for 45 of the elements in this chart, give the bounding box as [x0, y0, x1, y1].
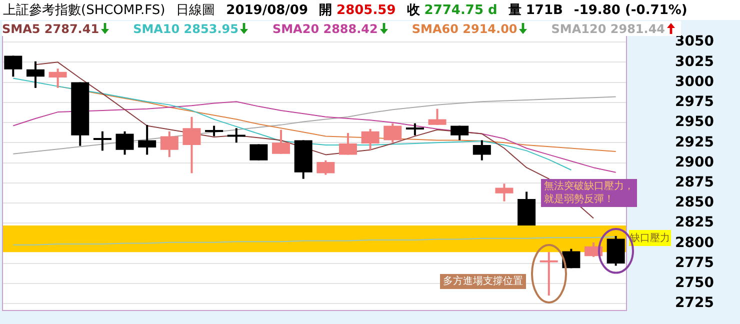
y-tick-label: 2950	[675, 114, 714, 130]
annotation: 無法突破缺口壓力，就是弱勢反彈！	[540, 178, 637, 207]
candlestick	[48, 68, 67, 89]
candlestick	[384, 122, 402, 144]
y-tick-label: 2975	[675, 94, 714, 110]
chart-subtitle: 日線圖 2019/08/09 開 2805.59 收 2774.75 d 量 171B -19.80 (-0.71%)	[176, 2, 688, 19]
candlestick	[26, 60, 44, 89]
y-tick-label: 2925	[675, 134, 714, 150]
candlestick	[472, 139, 491, 162]
annotation: 多方進場支撐位置	[440, 274, 526, 289]
y-tick-label: 2850	[675, 194, 714, 211]
candlestick	[250, 143, 268, 162]
candlestick	[316, 159, 335, 176]
y-tick-label: 3000	[675, 74, 714, 90]
candlestick	[160, 130, 178, 158]
text: SMA10 2853.95	[133, 22, 240, 36]
y-tick-label: 2800	[675, 234, 714, 251]
candlestick	[540, 251, 558, 297]
candlestick	[428, 108, 446, 126]
candlestick	[338, 132, 357, 156]
candlestick	[450, 124, 469, 142]
candlestick	[495, 182, 514, 202]
chart-title: 上証參考指數(SHCOMP.FS)	[3, 2, 166, 19]
candlestick	[272, 128, 290, 155]
candlestick	[227, 127, 246, 144]
candlestick	[93, 130, 112, 152]
candlestick	[138, 124, 156, 156]
text: SMA60 2914.00	[412, 22, 518, 36]
text: SMA5 2787.41	[2, 22, 100, 36]
candlestick	[116, 130, 134, 156]
y-tick-label: 2825	[675, 214, 714, 231]
candlestick	[361, 128, 380, 151]
y-tick-label: 2775	[675, 254, 714, 271]
text: SMA20 2888.42	[272, 22, 379, 36]
y-tick-label: 3025	[675, 54, 714, 70]
y-tick-label: 2750	[675, 275, 714, 292]
candlestick	[182, 116, 201, 174]
text: SMA120 2981.44	[551, 22, 666, 36]
y-tick-label: 2900	[675, 154, 714, 170]
y-tick-label: 2875	[675, 174, 714, 191]
candlestick	[4, 54, 22, 78]
y-tick-label: 2725	[675, 295, 714, 312]
y-tick-label: 3050	[675, 34, 714, 50]
candlestick	[205, 124, 224, 138]
candlestick	[406, 122, 424, 136]
